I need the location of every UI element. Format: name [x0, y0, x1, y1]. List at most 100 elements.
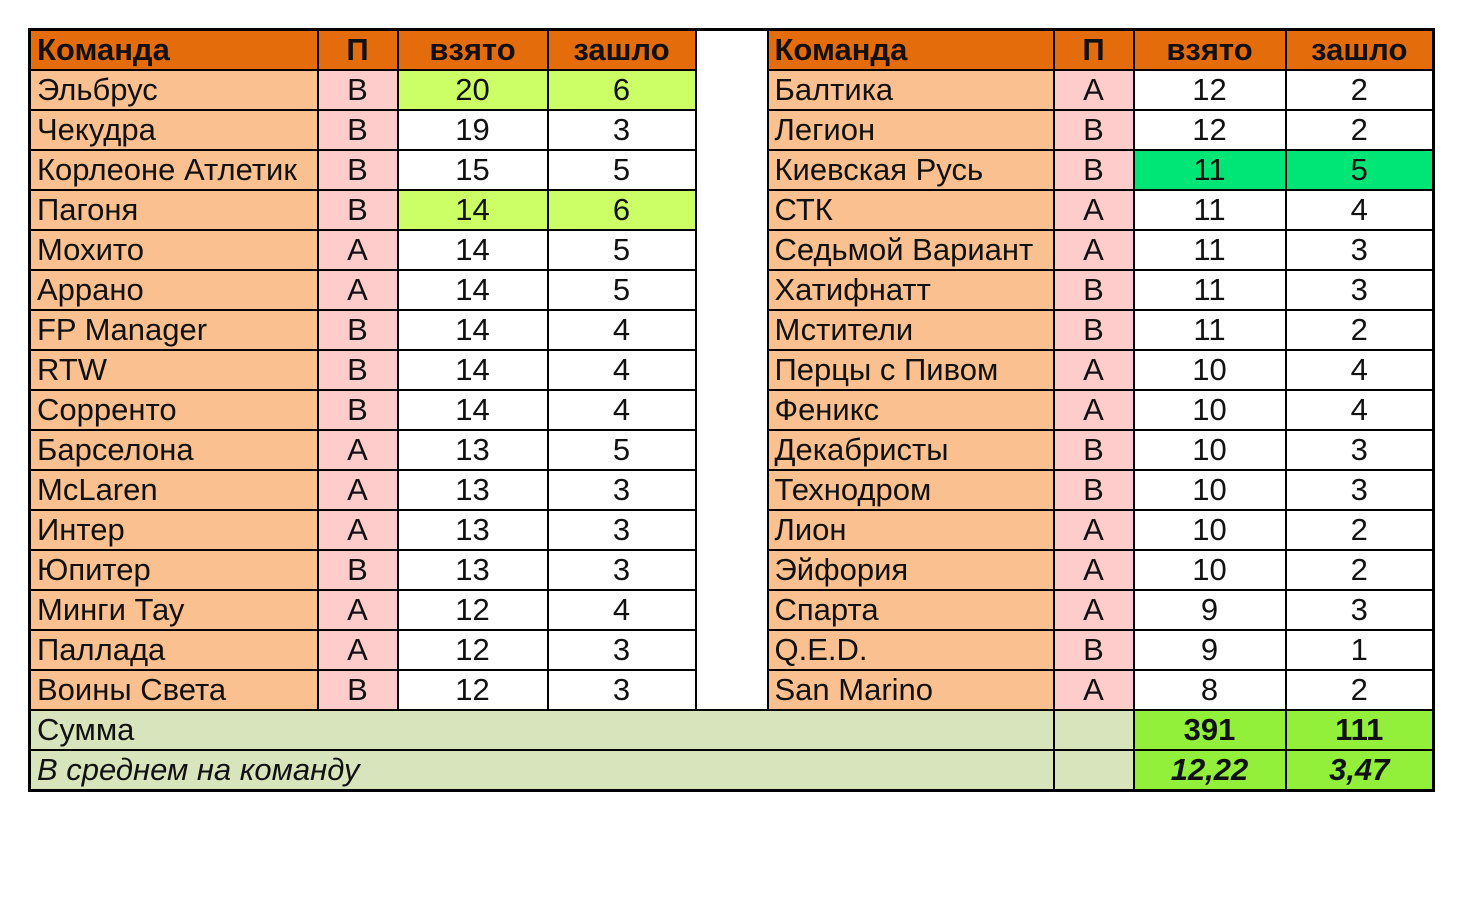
- team-name-left: Интер: [28, 509, 319, 551]
- taken-value-right: 10: [1132, 389, 1287, 431]
- p-value-left: А: [316, 629, 399, 671]
- taken-value-right: 10: [1132, 429, 1287, 471]
- p-value-right: А: [1052, 69, 1135, 111]
- team-name-right: Балтика: [766, 69, 1055, 111]
- summary-blank-cell: [1052, 749, 1135, 792]
- p-value-right: В: [1052, 309, 1135, 351]
- column-gap: [694, 28, 769, 711]
- taken-value-left: 14: [396, 189, 549, 231]
- taken-value-right: 8: [1132, 669, 1287, 711]
- table-row: Минги Тау А 12 4 Спарта А 9 3: [28, 589, 1435, 631]
- header-passed-left: зашло: [546, 28, 697, 71]
- passed-value-left: 4: [546, 389, 697, 431]
- taken-value-right: 11: [1132, 309, 1287, 351]
- header-passed-right: зашло: [1284, 28, 1435, 71]
- taken-value-left: 14: [396, 309, 549, 351]
- team-name-right: СТК: [766, 189, 1055, 231]
- header-row: Команда П взято зашло Команда П взято за…: [28, 28, 1435, 711]
- team-name-left: Корлеоне Атлетик: [28, 149, 319, 191]
- taken-value-left: 13: [396, 509, 549, 551]
- sum-label: Сумма: [28, 709, 1055, 751]
- p-value-left: В: [316, 309, 399, 351]
- taken-value-right: 10: [1132, 509, 1287, 551]
- taken-value-left: 15: [396, 149, 549, 191]
- p-value-right: В: [1052, 149, 1135, 191]
- team-name-right: Легион: [766, 109, 1055, 151]
- taken-value-right: 10: [1132, 349, 1287, 391]
- p-value-right: В: [1052, 469, 1135, 511]
- team-name-left: RTW: [28, 349, 319, 391]
- passed-value-right: 2: [1284, 109, 1435, 151]
- team-name-right: Феникс: [766, 389, 1055, 431]
- taken-value-right: 11: [1132, 229, 1287, 271]
- p-value-left: А: [316, 469, 399, 511]
- team-name-right: Седьмой Вариант: [766, 229, 1055, 271]
- p-value-right: В: [1052, 109, 1135, 151]
- taken-value-left: 14: [396, 229, 549, 271]
- team-name-left: Сорренто: [28, 389, 319, 431]
- passed-value-left: 6: [546, 189, 697, 231]
- passed-value-right: 5: [1284, 149, 1435, 191]
- p-value-left: В: [316, 109, 399, 151]
- passed-value-left: 3: [546, 549, 697, 591]
- taken-value-left: 13: [396, 429, 549, 471]
- p-value-right: В: [1052, 629, 1135, 671]
- team-name-right: Хатифнатт: [766, 269, 1055, 311]
- table-row: Юпитер В 13 3 Эйфория А 10 2: [28, 549, 1435, 591]
- team-name-right: Технодром: [766, 469, 1055, 511]
- sum-passed-value: 111: [1284, 709, 1435, 751]
- taken-value-left: 12: [396, 629, 549, 671]
- summary-row-sum: Сумма 391 111: [28, 709, 1435, 751]
- passed-value-right: 3: [1284, 589, 1435, 631]
- taken-value-left: 14: [396, 389, 549, 431]
- table-row: Воины Света В 12 3 San Marino А 8 2: [28, 669, 1435, 711]
- p-value-right: А: [1052, 549, 1135, 591]
- team-name-right: San Marino: [766, 669, 1055, 711]
- passed-value-right: 2: [1284, 309, 1435, 351]
- team-name-left: McLaren: [28, 469, 319, 511]
- header-p-left: П: [316, 28, 399, 71]
- passed-value-right: 2: [1284, 549, 1435, 591]
- taken-value-right: 12: [1132, 109, 1287, 151]
- taken-value-right: 11: [1132, 189, 1287, 231]
- passed-value-right: 3: [1284, 229, 1435, 271]
- taken-value-right: 10: [1132, 549, 1287, 591]
- average-passed-value: 3,47: [1284, 749, 1435, 792]
- team-name-left: Чекудра: [28, 109, 319, 151]
- table-row: McLaren А 13 3 Технодром В 10 3: [28, 469, 1435, 511]
- taken-value-right: 12: [1132, 69, 1287, 111]
- team-name-right: Перцы с Пивом: [766, 349, 1055, 391]
- table-row: Пагоня В 14 6 СТК А 11 4: [28, 189, 1435, 231]
- p-value-left: А: [316, 509, 399, 551]
- p-value-left: В: [316, 189, 399, 231]
- header-taken-right: взято: [1132, 28, 1287, 71]
- header-taken-left: взято: [396, 28, 549, 71]
- team-name-right: Киевская Русь: [766, 149, 1055, 191]
- table-row: Мохито А 14 5 Седьмой Вариант А 11 3: [28, 229, 1435, 271]
- p-value-right: А: [1052, 389, 1135, 431]
- table-row: Корлеоне Атлетик В 15 5 Киевская Русь В 11 5: [28, 149, 1435, 191]
- header-team-right: Команда: [766, 28, 1055, 71]
- passed-value-left: 3: [546, 509, 697, 551]
- taken-value-right: 11: [1132, 269, 1287, 311]
- p-value-left: А: [316, 269, 399, 311]
- team-name-left: Барселона: [28, 429, 319, 471]
- team-name-left: FP Manager: [28, 309, 319, 351]
- passed-value-right: 2: [1284, 69, 1435, 111]
- taken-value-left: 12: [396, 669, 549, 711]
- passed-value-left: 5: [546, 149, 697, 191]
- passed-value-left: 6: [546, 69, 697, 111]
- passed-value-left: 4: [546, 309, 697, 351]
- passed-value-left: 4: [546, 349, 697, 391]
- p-value-left: В: [316, 549, 399, 591]
- passed-value-right: 2: [1284, 509, 1435, 551]
- passed-value-right: 4: [1284, 349, 1435, 391]
- p-value-left: В: [316, 349, 399, 391]
- taken-value-left: 20: [396, 69, 549, 111]
- table-row: Аррано А 14 5 Хатифнатт В 11 3: [28, 269, 1435, 311]
- p-value-left: А: [316, 589, 399, 631]
- passed-value-right: 1: [1284, 629, 1435, 671]
- header-p-right: П: [1052, 28, 1135, 71]
- taken-value-left: 12: [396, 589, 549, 631]
- team-name-left: Пагоня: [28, 189, 319, 231]
